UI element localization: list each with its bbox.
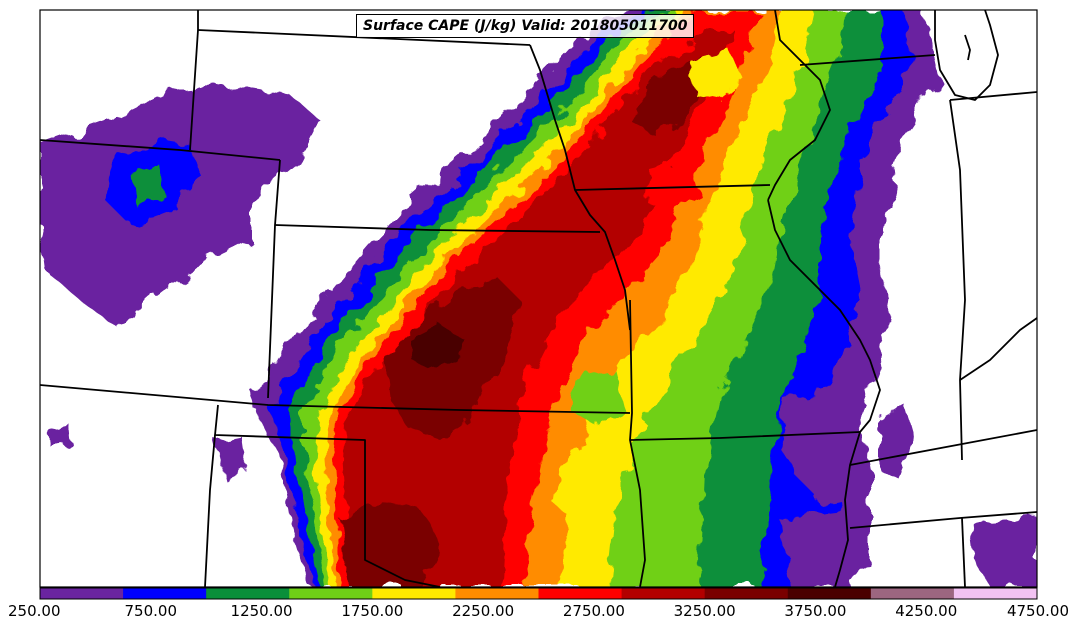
cape-contours	[40, 10, 1037, 587]
colorbar-tick-label: 2250.00	[452, 602, 515, 620]
cape-band-darkred	[343, 30, 735, 587]
colorbar-segment	[538, 588, 623, 599]
map-border	[39, 9, 1038, 588]
cape-blob-purple-ne	[860, 150, 895, 230]
cape-blob-purple-se	[970, 515, 1037, 587]
colorbar-tick-label: 3250.00	[673, 602, 736, 620]
colorbar-segment	[40, 588, 124, 599]
cape-band-purple-west	[40, 85, 320, 330]
colorbar-segment	[372, 588, 456, 599]
state-boundaries	[40, 10, 1037, 587]
colorbar-segment	[953, 588, 1038, 599]
colorbar-tick-label: 4250.00	[895, 602, 958, 620]
colorbar-segment	[704, 588, 789, 599]
colorbar-tick-label: 3750.00	[784, 602, 847, 620]
cape-blob-purple-in	[880, 405, 915, 480]
colorbar-tick-label: 1250.00	[230, 602, 293, 620]
colorbar-tick-label: 250.00	[8, 602, 61, 620]
cape-band-green-west	[130, 165, 165, 210]
colorbar	[39, 587, 1038, 600]
cape-blob-purple-sw	[245, 380, 280, 410]
colorbar-segment	[870, 588, 955, 599]
cape-blob-purple-tx	[50, 425, 72, 448]
colorbar-segment	[787, 588, 872, 599]
cape-patch-yellow-mo	[690, 50, 745, 100]
cape-patch-red-ia	[645, 160, 700, 210]
cape-patch-yellow-ok	[555, 460, 600, 520]
cape-band-darkest	[410, 325, 460, 370]
colorbar-segment	[455, 588, 539, 599]
cape-patch-lime-ks	[570, 370, 625, 425]
colorbar-segment	[621, 588, 706, 599]
colorbar-segment	[123, 588, 207, 599]
cape-band-maroon-north	[635, 55, 705, 135]
cape-blob-purple-s	[780, 510, 870, 587]
colorbar-tick-label: 2750.00	[562, 602, 625, 620]
colorbar-tick-label: 750.00	[124, 602, 178, 620]
colorbar-tick-label: 1750.00	[341, 602, 404, 620]
cape-blob-purple-ok	[215, 435, 245, 480]
colorbar-segment	[206, 588, 290, 599]
map-title: Surface CAPE (J/kg) Valid: 201805011700	[356, 14, 695, 38]
colorbar-frame	[39, 587, 1038, 600]
colorbar-tick-label: 4750.00	[1006, 602, 1069, 620]
colorbar-segment	[289, 588, 373, 599]
cape-blob-purple-il	[780, 390, 860, 500]
